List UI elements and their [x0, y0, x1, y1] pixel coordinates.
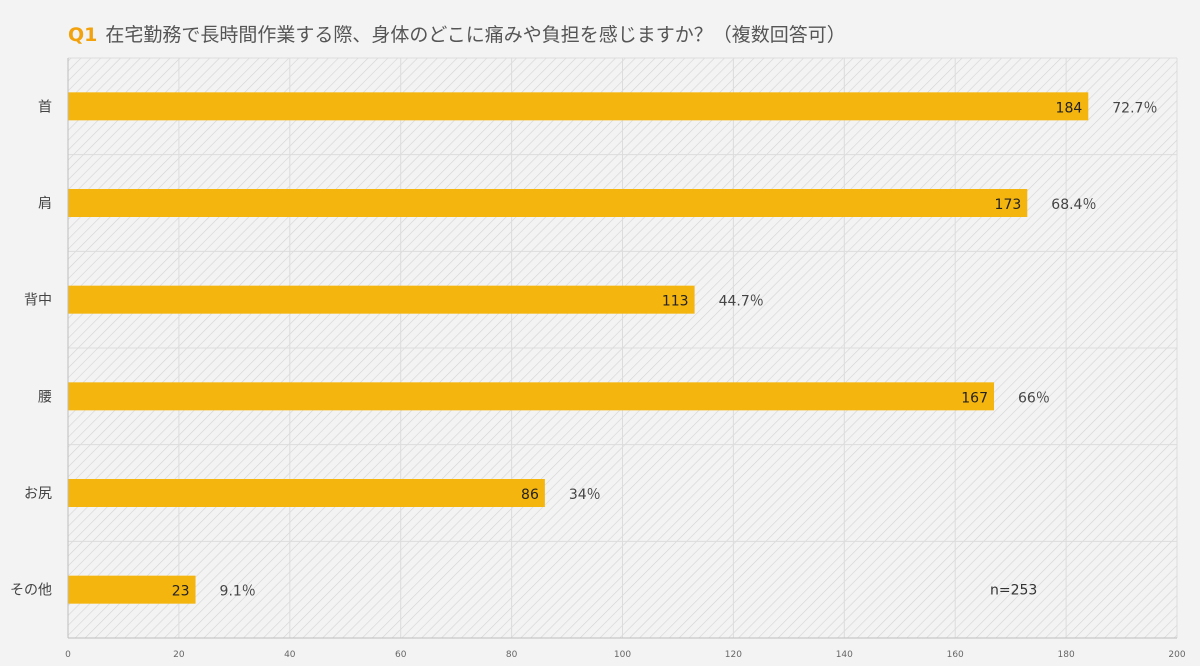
bar-value-label: 173: [995, 197, 1022, 213]
bar: [68, 479, 545, 507]
category-label: 背中: [24, 293, 52, 309]
percent-label: 34％: [569, 487, 601, 503]
category-label: 首: [38, 99, 52, 115]
category-label: お尻: [24, 486, 52, 502]
x-tick-label: 0: [65, 650, 71, 660]
x-tick-label: 40: [284, 650, 296, 660]
percent-label: 44.7％: [719, 294, 764, 310]
percent-label: 66％: [1018, 390, 1050, 406]
category-label: 肩: [38, 196, 52, 212]
bar-value-label: 113: [662, 294, 689, 310]
bar: [68, 92, 1089, 121]
x-tick-label: 120: [725, 650, 742, 660]
x-tick-label: 140: [836, 650, 853, 660]
bar-value-label: 86: [521, 487, 539, 503]
question-text: 在宅勤務で長時間作業する際、身体のどこに痛みや負担を感じますか？（複数回答可）: [105, 24, 846, 46]
x-tick-label: 100: [614, 650, 631, 660]
percent-label: 68.4％: [1051, 197, 1096, 213]
percent-label: 9.1％: [220, 584, 256, 600]
x-tick-label: 160: [947, 650, 964, 660]
question-number: Q1: [68, 24, 98, 46]
x-tick-label: 80: [506, 650, 518, 660]
bar: [68, 285, 695, 314]
x-tick-label: 20: [173, 650, 185, 660]
bar-value-label: 23: [172, 584, 190, 600]
sample-size-note: n=253: [990, 583, 1037, 599]
x-tick-label: 200: [1168, 650, 1185, 660]
x-tick-label: 60: [395, 650, 407, 660]
category-label: その他: [10, 583, 52, 599]
bar: [68, 189, 1028, 217]
bar-value-label: 184: [1056, 100, 1083, 116]
x-tick-label: 180: [1058, 650, 1075, 660]
category-label: 腰: [38, 389, 52, 405]
chart-title: Q1 在宅勤務で長時間作業する際、身体のどこに痛みや負担を感じますか？（複数回答可…: [68, 20, 846, 47]
percent-label: 72.7％: [1112, 100, 1157, 116]
bar-value-label: 167: [961, 390, 988, 406]
bar: [68, 382, 995, 411]
bar: [68, 575, 196, 604]
